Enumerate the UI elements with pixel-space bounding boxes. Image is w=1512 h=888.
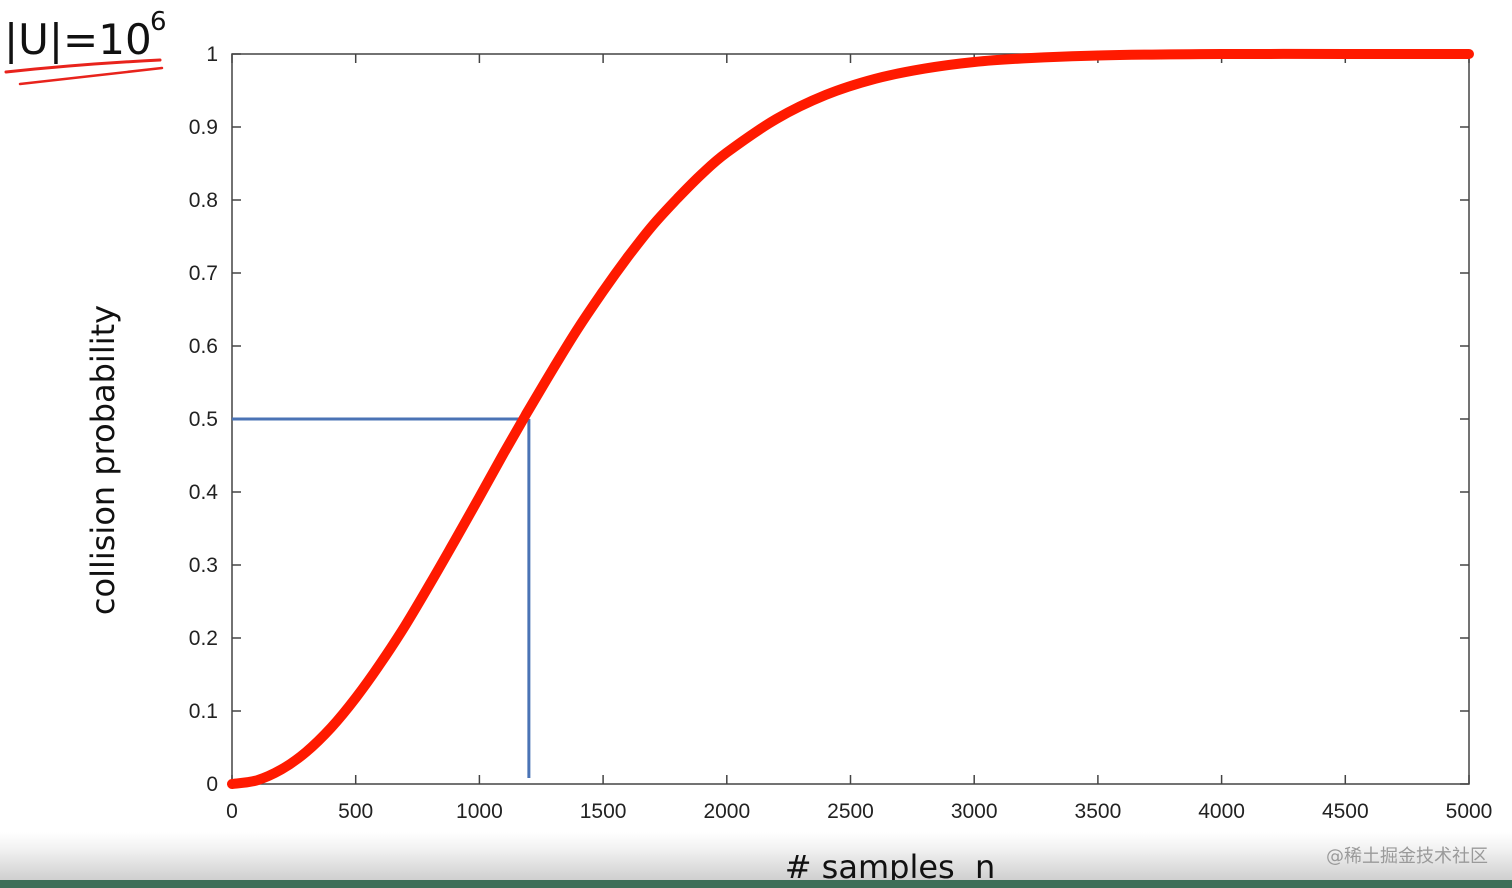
y-tick-label: 0.4 xyxy=(189,481,219,504)
annotation-underline-1 xyxy=(4,58,162,74)
annotation-exponent: 6 xyxy=(150,7,167,37)
y-axis-label: collision probability xyxy=(84,305,122,615)
annotation-underline-2 xyxy=(18,66,164,86)
x-tick-label: 1500 xyxy=(580,800,627,823)
universe-size-annotation: |U|=10 6 xyxy=(4,7,167,86)
y-tick-label: 0.5 xyxy=(189,408,218,431)
collision-probability-curve xyxy=(227,48,1474,789)
y-tick-label: 1 xyxy=(206,43,218,66)
x-tick-label: 0 xyxy=(226,800,238,823)
y-tick-label: 0 xyxy=(206,773,218,796)
y-tick-label: 0.6 xyxy=(189,335,218,358)
y-tick-label: 0.1 xyxy=(189,700,218,723)
watermark: @稀土掘金技术社区 xyxy=(1326,846,1488,867)
x-tick-label: 1000 xyxy=(456,800,503,823)
x-tick-label: 4500 xyxy=(1322,800,1369,823)
x-tick-label: 3500 xyxy=(1075,800,1122,823)
x-tick-label: 4000 xyxy=(1198,800,1245,823)
bottom-strip xyxy=(0,880,1512,888)
bottom-bar xyxy=(0,832,1512,888)
x-tick-label: 500 xyxy=(338,800,373,823)
y-axis-tick-labels: 0 0.1 0.2 0.3 0.4 0.5 0.6 0.7 0.8 0.9 1 xyxy=(189,43,219,796)
annotation-base-text: |U|=10 xyxy=(4,15,152,64)
y-tick-label: 0.8 xyxy=(189,189,218,212)
y-tick-label: 0.7 xyxy=(189,262,218,285)
y-tick-label: 0.9 xyxy=(189,116,218,139)
x-tick-label: 2500 xyxy=(827,800,874,823)
x-tick-label: 3000 xyxy=(951,800,998,823)
x-axis-tick-labels: 0 500 1000 1500 2000 2500 3000 3500 4000 4500 5000 xyxy=(226,800,1492,823)
y-tick-label: 0.3 xyxy=(189,554,218,577)
x-tick-label: 2000 xyxy=(703,800,750,823)
reference-lines xyxy=(232,417,531,778)
y-tick-label: 0.2 xyxy=(189,627,218,650)
x-tick-label: 5000 xyxy=(1446,800,1493,823)
